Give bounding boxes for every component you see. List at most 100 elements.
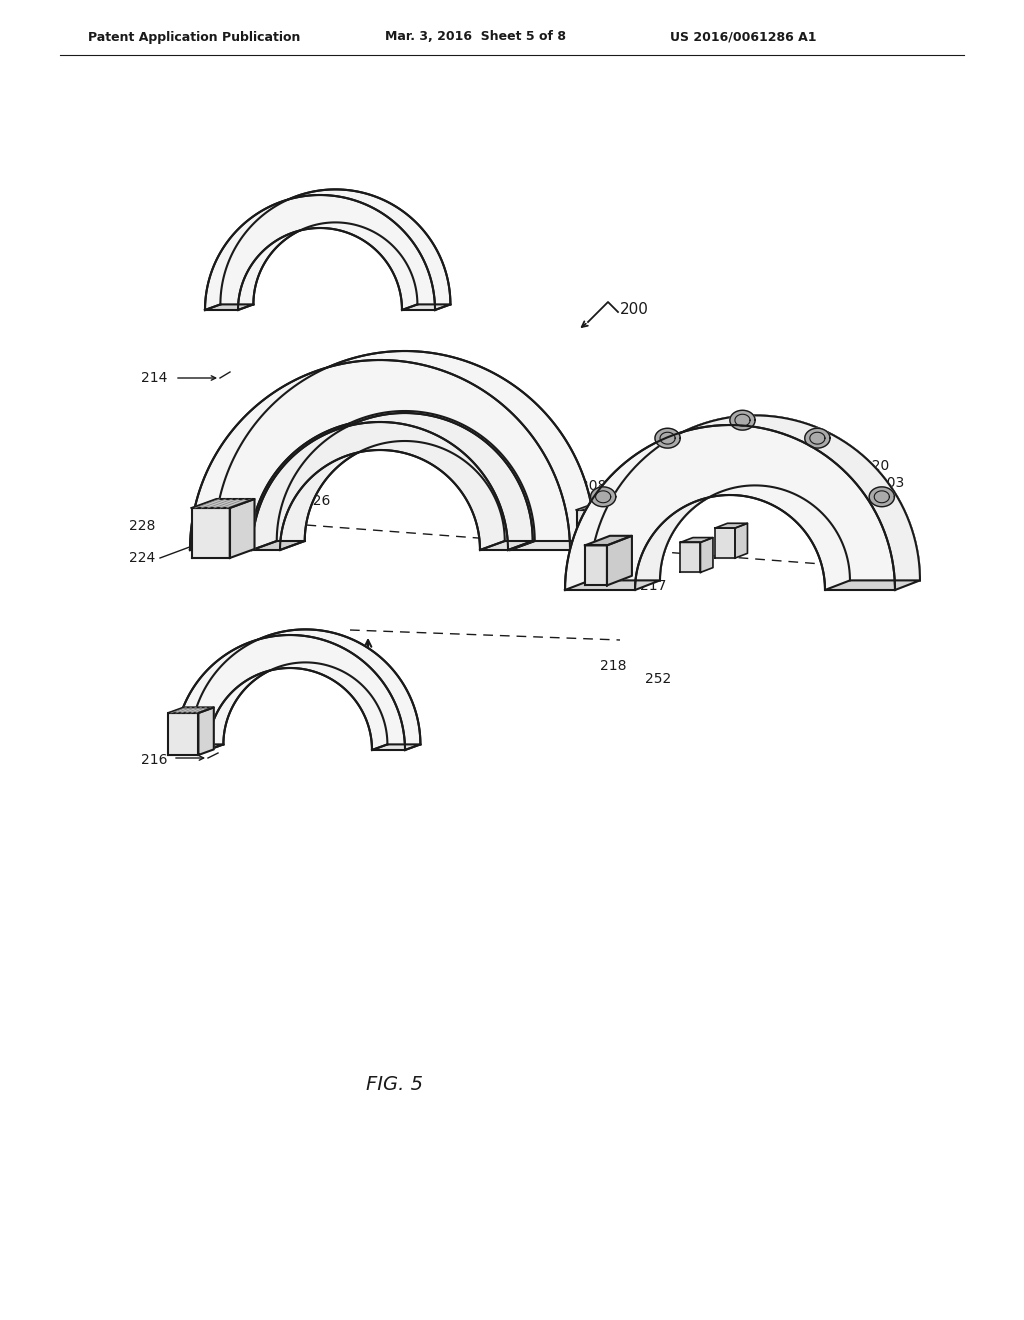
- Polygon shape: [401, 717, 418, 726]
- Polygon shape: [281, 663, 298, 668]
- Polygon shape: [567, 549, 593, 562]
- Polygon shape: [745, 416, 774, 426]
- Polygon shape: [205, 665, 222, 672]
- Polygon shape: [283, 630, 301, 635]
- Polygon shape: [660, 429, 689, 440]
- Polygon shape: [397, 277, 414, 284]
- Polygon shape: [440, 461, 467, 471]
- Polygon shape: [510, 535, 535, 546]
- Polygon shape: [219, 701, 236, 709]
- Polygon shape: [250, 399, 279, 412]
- Polygon shape: [435, 301, 451, 310]
- Polygon shape: [392, 412, 420, 421]
- Polygon shape: [175, 733, 191, 741]
- Text: 202: 202: [600, 561, 627, 576]
- Polygon shape: [342, 226, 359, 232]
- Polygon shape: [302, 224, 319, 230]
- Polygon shape: [356, 231, 374, 238]
- Polygon shape: [251, 527, 275, 540]
- Polygon shape: [402, 721, 419, 729]
- Polygon shape: [371, 730, 386, 737]
- Polygon shape: [185, 694, 202, 702]
- Polygon shape: [191, 508, 229, 558]
- Polygon shape: [283, 515, 308, 527]
- Polygon shape: [230, 686, 248, 693]
- Polygon shape: [283, 376, 311, 387]
- Polygon shape: [608, 502, 634, 554]
- Polygon shape: [428, 265, 444, 275]
- Polygon shape: [247, 636, 265, 643]
- Polygon shape: [778, 499, 805, 510]
- Polygon shape: [216, 708, 232, 714]
- Polygon shape: [354, 413, 383, 422]
- Polygon shape: [566, 506, 592, 520]
- Polygon shape: [432, 421, 460, 432]
- Polygon shape: [315, 632, 334, 639]
- Polygon shape: [585, 536, 632, 545]
- Polygon shape: [401, 298, 418, 306]
- Polygon shape: [399, 444, 427, 453]
- Polygon shape: [360, 197, 378, 203]
- Polygon shape: [677, 422, 706, 434]
- Polygon shape: [821, 553, 847, 564]
- Polygon shape: [255, 252, 272, 260]
- Polygon shape: [817, 441, 846, 451]
- Polygon shape: [195, 496, 220, 510]
- Polygon shape: [434, 457, 461, 467]
- Polygon shape: [276, 663, 294, 669]
- Polygon shape: [296, 226, 313, 232]
- Polygon shape: [475, 510, 501, 521]
- Polygon shape: [777, 498, 804, 508]
- Polygon shape: [456, 436, 483, 446]
- Polygon shape: [497, 488, 523, 500]
- Polygon shape: [287, 449, 313, 459]
- Polygon shape: [672, 504, 698, 515]
- Polygon shape: [621, 455, 648, 467]
- Polygon shape: [258, 249, 274, 256]
- Polygon shape: [715, 416, 742, 426]
- Polygon shape: [236, 224, 253, 232]
- Polygon shape: [508, 535, 532, 546]
- Polygon shape: [437, 426, 465, 437]
- Polygon shape: [269, 470, 296, 482]
- Polygon shape: [208, 277, 223, 286]
- Polygon shape: [568, 546, 594, 558]
- Polygon shape: [310, 429, 338, 441]
- Polygon shape: [446, 429, 475, 441]
- Polygon shape: [671, 425, 698, 436]
- Polygon shape: [717, 486, 744, 496]
- Polygon shape: [194, 502, 219, 515]
- Polygon shape: [402, 413, 430, 422]
- Polygon shape: [501, 494, 527, 507]
- Polygon shape: [480, 536, 505, 548]
- Polygon shape: [392, 265, 409, 272]
- Polygon shape: [304, 433, 332, 445]
- Polygon shape: [262, 488, 288, 500]
- Polygon shape: [382, 251, 398, 257]
- Polygon shape: [366, 442, 393, 451]
- Polygon shape: [568, 543, 594, 556]
- Polygon shape: [436, 458, 463, 469]
- Polygon shape: [176, 726, 191, 735]
- Polygon shape: [354, 194, 373, 201]
- Polygon shape: [413, 354, 442, 364]
- Polygon shape: [719, 486, 745, 495]
- Polygon shape: [304, 474, 331, 484]
- Polygon shape: [250, 537, 274, 550]
- Polygon shape: [293, 663, 311, 668]
- Polygon shape: [276, 462, 304, 474]
- Polygon shape: [218, 652, 237, 660]
- Polygon shape: [239, 296, 254, 304]
- Polygon shape: [415, 239, 431, 247]
- Polygon shape: [452, 434, 479, 446]
- Polygon shape: [372, 411, 399, 420]
- Polygon shape: [645, 437, 674, 449]
- Polygon shape: [247, 265, 263, 272]
- Polygon shape: [565, 581, 659, 590]
- Polygon shape: [201, 473, 227, 486]
- Polygon shape: [581, 507, 607, 519]
- Polygon shape: [694, 492, 721, 502]
- Polygon shape: [209, 660, 226, 668]
- Polygon shape: [246, 267, 262, 275]
- Polygon shape: [427, 263, 443, 272]
